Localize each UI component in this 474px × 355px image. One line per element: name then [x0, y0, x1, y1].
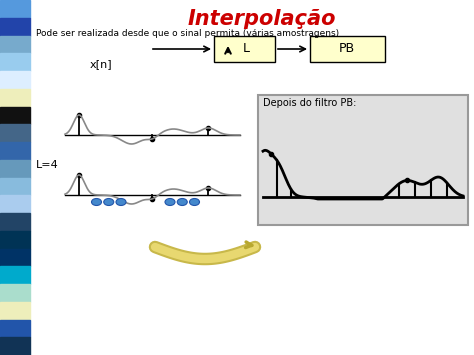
- Bar: [0, 266, 30, 284]
- Text: L=4: L=4: [36, 160, 59, 170]
- Text: L: L: [243, 43, 250, 55]
- Bar: [0, 284, 30, 302]
- Bar: [0, 320, 30, 337]
- Ellipse shape: [91, 198, 101, 206]
- Bar: [0, 142, 30, 160]
- Bar: [0, 89, 30, 106]
- Ellipse shape: [190, 198, 200, 206]
- Bar: [0, 160, 30, 178]
- Bar: [0, 337, 30, 355]
- Text: Depois do filtro PB:: Depois do filtro PB:: [263, 98, 356, 108]
- Bar: [0, 53, 30, 71]
- Ellipse shape: [165, 198, 175, 206]
- FancyBboxPatch shape: [310, 36, 385, 62]
- Bar: [0, 36, 30, 53]
- Bar: [0, 213, 30, 231]
- FancyBboxPatch shape: [258, 95, 468, 225]
- Text: PB: PB: [339, 43, 355, 55]
- Bar: [0, 18, 30, 36]
- Bar: [0, 302, 30, 320]
- Text: Pode ser realizada desde que o sinal permita (várias amostragens): Pode ser realizada desde que o sinal per…: [36, 29, 339, 38]
- Text: Interpolação: Interpolação: [188, 9, 336, 29]
- Bar: [0, 178, 30, 195]
- Bar: [0, 231, 30, 248]
- Ellipse shape: [177, 198, 187, 206]
- FancyBboxPatch shape: [214, 36, 275, 62]
- Bar: [0, 248, 30, 266]
- Text: x[n]: x[n]: [90, 59, 113, 69]
- Bar: [0, 106, 30, 124]
- Bar: [0, 124, 30, 142]
- Bar: [0, 195, 30, 213]
- Ellipse shape: [116, 198, 126, 206]
- Bar: [0, 0, 30, 18]
- Bar: [0, 71, 30, 89]
- Ellipse shape: [104, 198, 114, 206]
